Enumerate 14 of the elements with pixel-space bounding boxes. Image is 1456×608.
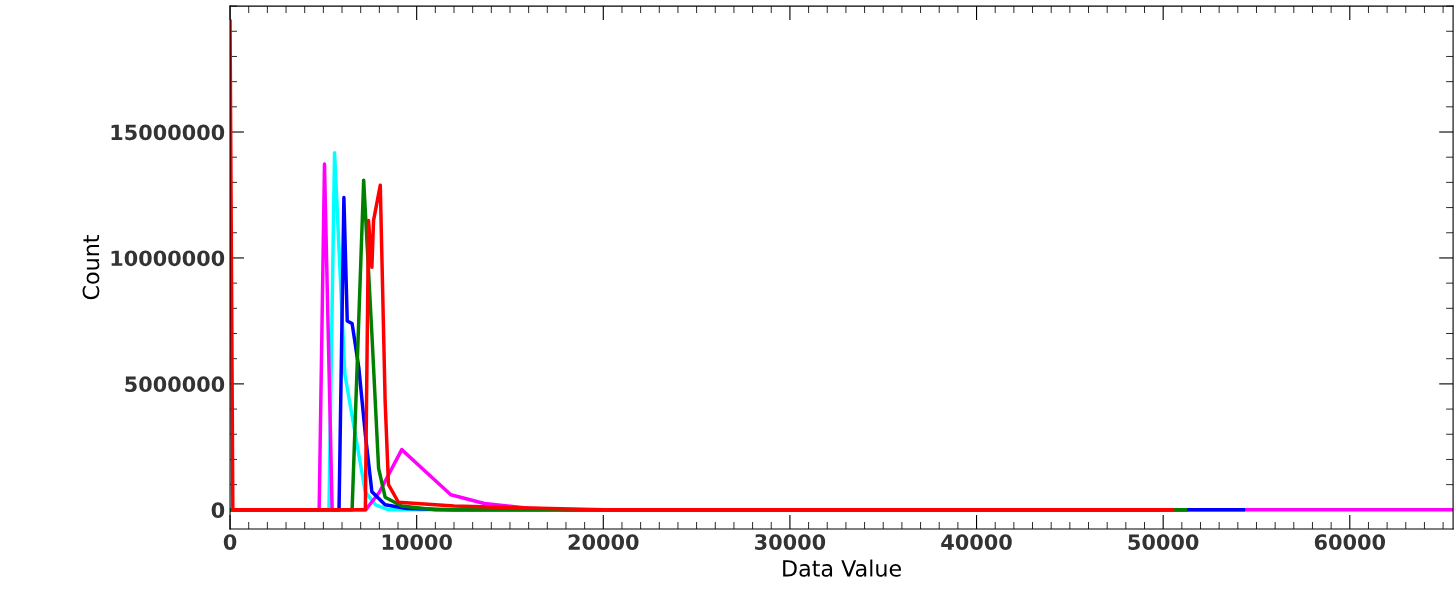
x-tick-label: 40000 — [941, 534, 1012, 550]
x-axis-title: Data Value — [783, 559, 901, 577]
x-tick-label: 30000 — [755, 534, 826, 550]
y-tick-label: 5000000 — [125, 376, 225, 393]
x-tick-label: 0 — [223, 534, 237, 550]
x-tick-label: 50000 — [1128, 534, 1199, 550]
y-tick-label: 0 — [211, 502, 225, 519]
y-tick-label: 15000000 — [111, 124, 225, 141]
line-series — [230, 19, 1175, 512]
y-tick-label: 10000000 — [111, 250, 225, 267]
x-tick-label: 10000 — [382, 534, 452, 550]
x-tick-label: 20000 — [568, 534, 639, 550]
x-tick-label: 60000 — [1314, 534, 1386, 550]
y-axis-title: Count — [82, 235, 100, 300]
